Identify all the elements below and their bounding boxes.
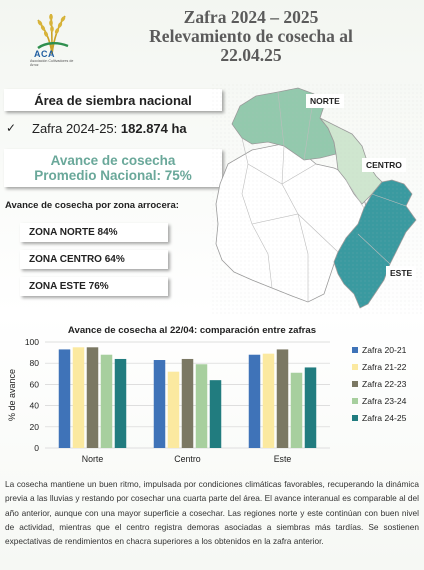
legend-swatch bbox=[352, 398, 358, 404]
bar bbox=[195, 364, 208, 448]
bar bbox=[100, 354, 113, 448]
legend-label: Zafra 22-23 bbox=[362, 379, 407, 389]
title-line-2: Relevamiento de cosecha al bbox=[149, 26, 353, 46]
title-line-3: 22.04.25 bbox=[220, 45, 282, 65]
area-title-box: Área de siembra nacional bbox=[4, 89, 222, 111]
legend-swatch bbox=[352, 364, 358, 370]
zone-este: ZONA ESTE 76% bbox=[20, 277, 168, 296]
bar bbox=[167, 371, 180, 448]
area-value: 182.874 ha bbox=[120, 121, 187, 136]
y-tick-label: 0 bbox=[34, 443, 39, 453]
logo-name: ACA bbox=[34, 49, 55, 59]
bar bbox=[209, 380, 222, 448]
zone-centro: ZONA CENTRO 64% bbox=[20, 250, 168, 269]
x-tick-label: Centro bbox=[174, 454, 201, 464]
bar bbox=[181, 358, 194, 448]
check-icon: ✓ bbox=[6, 121, 17, 135]
bar bbox=[86, 347, 99, 448]
legend-swatch bbox=[352, 415, 358, 421]
legend-swatch bbox=[352, 381, 358, 387]
header: ACA Asociación Cultivadores de Arroz Zaf… bbox=[0, 0, 424, 84]
y-tick-label: 60 bbox=[30, 379, 40, 389]
zones-title: Avance de cosecha por zona arrocera: bbox=[5, 200, 179, 211]
page-title: Zafra 2024 – 2025 Relevamiento de cosech… bbox=[96, 8, 406, 65]
map-label-centro: CENTRO bbox=[362, 158, 406, 172]
bar bbox=[248, 354, 261, 448]
map-label-este: ESTE bbox=[386, 266, 417, 280]
rice-plant-logo-icon bbox=[37, 13, 69, 55]
national-progress-line-1: Avance de cosecha bbox=[50, 153, 176, 168]
x-tick-label: Este bbox=[274, 454, 292, 464]
title-line-1: Zafra 2024 – 2025 bbox=[183, 7, 319, 27]
legend-label: Zafra 23-24 bbox=[362, 396, 407, 406]
bar bbox=[153, 360, 166, 448]
bar bbox=[58, 349, 71, 448]
y-tick-label: 80 bbox=[30, 358, 40, 368]
uruguay-map: NORTE CENTRO ESTE bbox=[212, 84, 424, 316]
bar-chart: Avance de cosecha al 22/04: comparación … bbox=[7, 325, 407, 464]
bar bbox=[262, 353, 275, 448]
bar bbox=[114, 358, 127, 448]
legend-swatch bbox=[352, 347, 358, 353]
bar bbox=[304, 367, 317, 448]
bar bbox=[276, 349, 289, 448]
y-tick-label: 40 bbox=[30, 401, 40, 411]
logo-subtitle: Asociación Cultivadores de Arroz bbox=[30, 59, 74, 68]
bar bbox=[72, 347, 85, 448]
legend-label: Zafra 20-21 bbox=[362, 345, 407, 355]
y-tick-label: 100 bbox=[25, 337, 39, 347]
national-progress-line-2: Promedio Nacional: 75% bbox=[34, 168, 192, 183]
area-label: Zafra 2024-25: bbox=[32, 121, 121, 136]
summary-paragraph: La cosecha mantiene un buen ritmo, impul… bbox=[5, 479, 419, 547]
national-progress-box: Avance de cosecha Promedio Nacional: 75% bbox=[4, 149, 222, 187]
area-row: Zafra 2024-25: 182.874 ha bbox=[32, 121, 187, 136]
legend-label: Zafra 21-22 bbox=[362, 362, 407, 372]
zone-norte: ZONA NORTE 84% bbox=[20, 223, 168, 242]
legend-label: Zafra 24-25 bbox=[362, 413, 407, 423]
map-label-norte: NORTE bbox=[306, 94, 344, 108]
map-department-borders bbox=[241, 91, 407, 302]
y-axis-label: % de avance bbox=[7, 369, 17, 421]
x-tick-label: Norte bbox=[82, 454, 104, 464]
map-svg bbox=[212, 84, 424, 316]
y-tick-label: 20 bbox=[30, 422, 40, 432]
chart-title: Avance de cosecha al 22/04: comparación … bbox=[68, 325, 316, 336]
bar bbox=[290, 372, 303, 448]
